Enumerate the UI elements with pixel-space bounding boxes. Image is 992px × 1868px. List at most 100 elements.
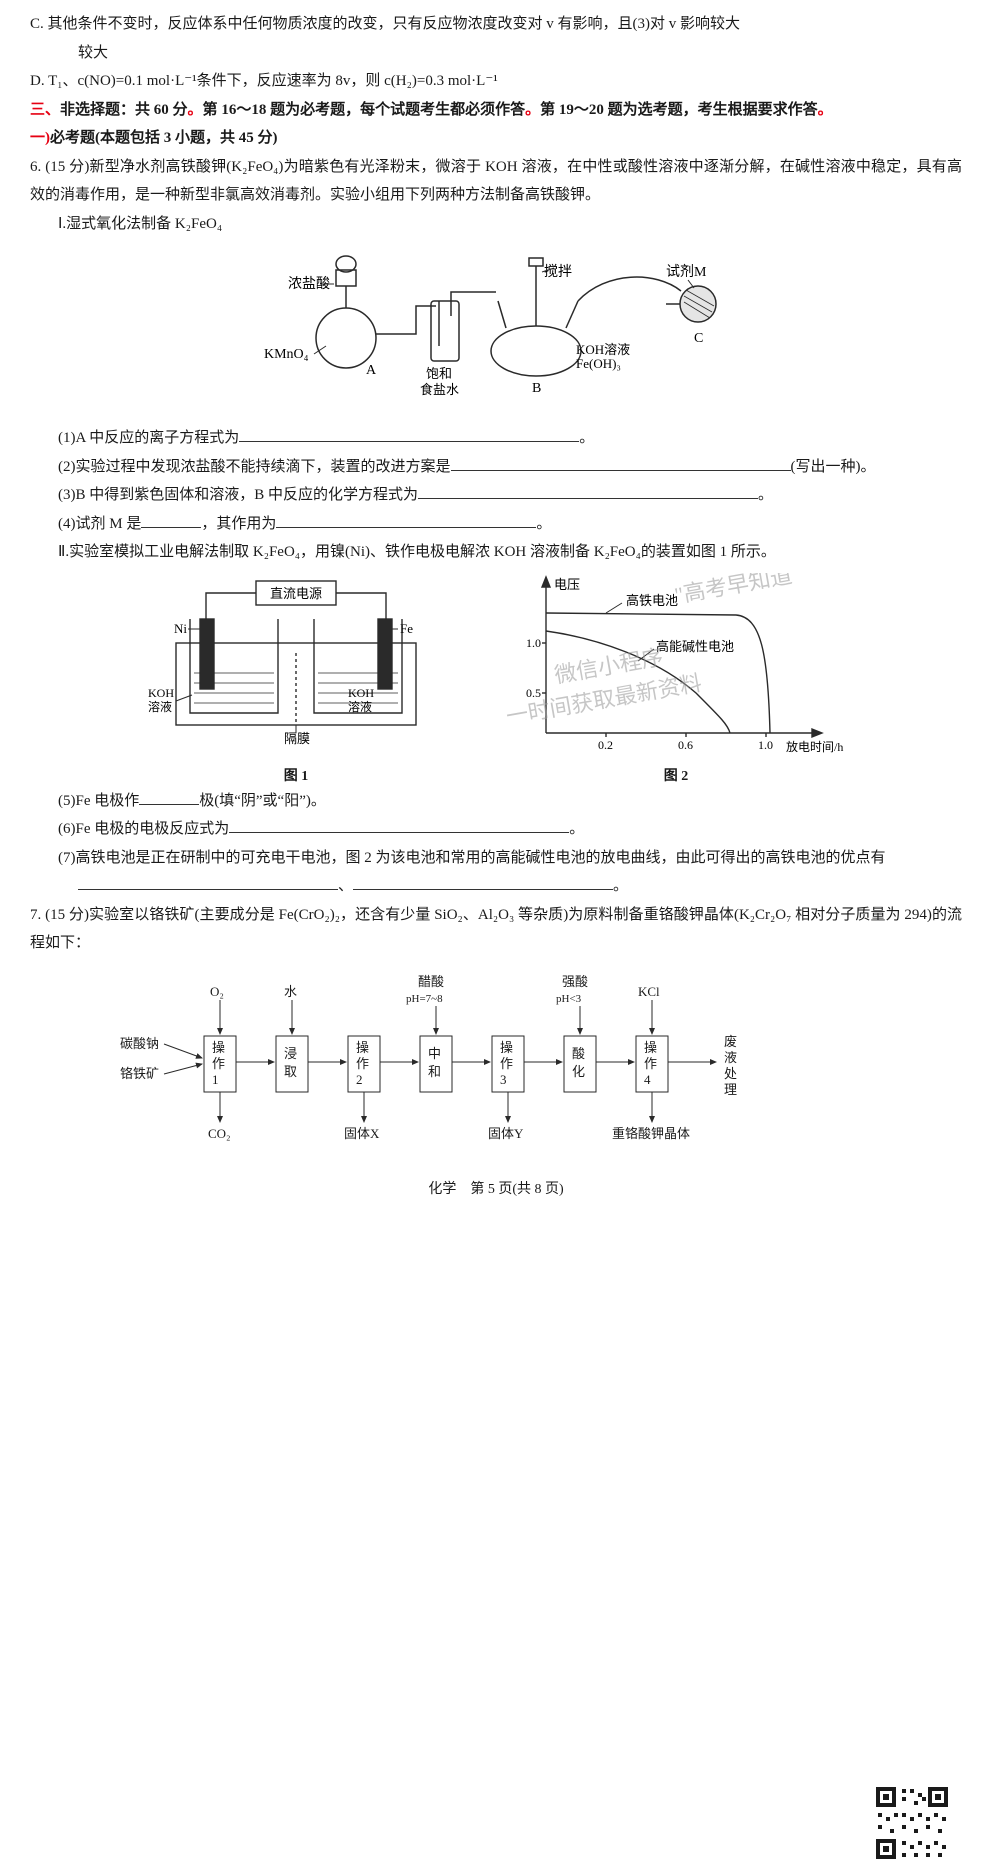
required-text: 必考题(本题包括 3 小题，共 45 分) — [50, 130, 278, 146]
svg-text:1: 1 — [212, 1072, 219, 1087]
lbl-b: B — [532, 381, 541, 396]
lbl-kmno4: KMnO₄ — [264, 347, 309, 362]
lbl-a: A — [366, 363, 377, 378]
lbl-line1: 高铁电池 — [626, 593, 678, 608]
svg-text:中: 中 — [428, 1046, 441, 1061]
section-3-header: 三、非选择题：共 60 分。第 16～18 题为必考题，每个试题考生都必须作答。… — [30, 96, 962, 125]
option-d-text: T₁、c(NO)=0.1 mol·L⁻¹条件下，反应速率为 8v，则 c(H₂)… — [48, 73, 498, 89]
q16-part1-title: Ⅰ.湿式氧化法制备 K₂FeO₄ — [30, 210, 962, 239]
svg-text:作: 作 — [212, 1056, 225, 1071]
svg-text:液: 液 — [724, 1050, 737, 1065]
lbl-m: 试剂M — [666, 264, 707, 280]
svg-text:操: 操 — [212, 1040, 225, 1055]
figure-flow: 碳酸钠 铬铁矿 操作1 O₂ CO₂ 浸取 水 — [30, 966, 962, 1156]
lbl-koh-l-2: 溶液 — [148, 699, 172, 714]
option-d: D. T₁、c(NO)=0.1 mol·L⁻¹条件下，反应速率为 8v，则 c(… — [30, 67, 962, 96]
lbl-ni: Ni — [174, 621, 187, 636]
ytick-1: 1.0 — [526, 636, 541, 650]
flow-x: 固体X — [344, 1126, 380, 1141]
exam-page: C. 其他条件不变时，反应体系中任何物质浓度的改变，只有反应物浓度改变对 v 有… — [0, 0, 992, 1538]
watermark-3: 第一时间获取最新资料 — [506, 670, 704, 733]
watermark-1: "高考早知道" — [673, 573, 803, 608]
option-c: C. 其他条件不变时，反应体系中任何物质浓度的改变，只有反应物浓度改变对 v 有… — [30, 10, 962, 39]
svg-text:操: 操 — [356, 1040, 369, 1055]
q17-pts: (15 分) — [45, 907, 89, 923]
fig1-caption: 图 1 — [146, 765, 446, 785]
flow-o2: O₂ — [210, 984, 224, 999]
lbl-membrane: 隔膜 — [284, 731, 310, 746]
lbl-nacl-2: 食盐水 — [420, 382, 459, 397]
q17: 7. (15 分)实验室以铬铁矿(主要成分是 Fe(CrO₂)₂，还含有少量 S… — [30, 901, 962, 958]
svg-text:操: 操 — [644, 1040, 657, 1055]
lbl-stir: 搅拌 — [544, 264, 572, 280]
fig2-caption: 图 2 — [506, 765, 846, 785]
svg-text:作: 作 — [500, 1056, 513, 1071]
q16-sub7: (7)高铁电池是正在研制中的可充电干电池，图 2 为该电池和常用的高能碱性电池的… — [30, 844, 962, 873]
lbl-koh-r-2: 溶液 — [348, 699, 372, 714]
svg-text:废: 废 — [724, 1034, 737, 1049]
flow-kcl: KCl — [638, 984, 660, 999]
svg-text:浸: 浸 — [284, 1046, 297, 1061]
flow-y: 固体Y — [488, 1126, 524, 1141]
svg-text:和: 和 — [428, 1064, 441, 1079]
q16-sub6: (6)Fe 电极的电极反应式为。 — [30, 815, 962, 844]
lbl-power: 直流电源 — [270, 586, 322, 601]
q16-sub1: (1)A 中反应的离子方程式为。 — [30, 424, 962, 453]
q17-num: 7. — [30, 907, 41, 923]
q16-sub7-cont: 、。 — [30, 872, 962, 901]
figure-2: 电压 放电时间/h 1.0 0.5 0.2 0.6 1.0 高铁电池 高能碱性电… — [506, 573, 846, 785]
page-footer: 化学 第 5 页(共 8 页) — [30, 1178, 962, 1198]
figure-apparatus: 浓盐酸 KMnO₄ A 饱和 食盐水 搅拌 KOH溶液 Fe(OH)₃ B 试剂… — [30, 246, 962, 416]
lbl-fe: Fe — [400, 621, 413, 636]
required-prefix: 一) — [30, 130, 50, 146]
figure-row: 直流电源 Ni Fe KOH 溶液 KOH 溶液 隔膜 图 1 — [30, 573, 962, 785]
section-3-prefix: 三、 — [30, 102, 60, 118]
option-c-cont: 较大 — [30, 39, 962, 68]
svg-text:取: 取 — [284, 1064, 297, 1079]
flow-product: 重铬酸钾晶体 — [612, 1126, 690, 1141]
lbl-c: C — [694, 331, 703, 346]
flow-ph2: pH<3 — [556, 993, 582, 1005]
q16-sub4: (4)试剂 M 是，其作用为。 — [30, 510, 962, 539]
svg-text:理: 理 — [724, 1082, 737, 1097]
option-c-label: C. — [30, 16, 44, 32]
q16-sub5: (5)Fe 电极作极(填“阴”或“阳”)。 — [30, 787, 962, 816]
xtick-3: 1.0 — [758, 738, 773, 752]
flow-water: 水 — [284, 984, 297, 999]
flow-in1: 碳酸钠 — [120, 1036, 159, 1051]
lbl-koh-l-1: KOH — [148, 686, 174, 700]
flow-strong: 强酸 — [562, 974, 588, 989]
lbl-feoh3: Fe(OH)₃ — [576, 356, 621, 371]
lbl-nacl-1: 饱和 — [426, 366, 452, 381]
xtick-1: 0.2 — [598, 738, 613, 752]
q16-pts: (15 分) — [45, 159, 89, 175]
flow-acetic: 醋酸 — [418, 974, 444, 989]
svg-text:4: 4 — [644, 1072, 651, 1087]
xtick-2: 0.6 — [678, 738, 693, 752]
lbl-line2: 高能碱性电池 — [656, 639, 734, 654]
svg-text:3: 3 — [500, 1072, 507, 1087]
svg-text:化: 化 — [572, 1064, 585, 1079]
section-3-a: 非选择题：共 60 分 — [60, 102, 188, 118]
q17-text: 实验室以铬铁矿(主要成分是 Fe(CrO₂)₂，还含有少量 SiO₂、Al₂O₃… — [30, 907, 962, 952]
required-header: 一)必考题(本题包括 3 小题，共 45 分) — [30, 124, 962, 153]
lbl-koh: KOH溶液 — [576, 342, 630, 357]
qr-code-icon — [872, 1783, 952, 1868]
q16-num: 6. — [30, 159, 41, 175]
figure-1: 直流电源 Ni Fe KOH 溶液 KOH 溶液 隔膜 图 1 — [146, 573, 446, 785]
svg-text:作: 作 — [644, 1056, 657, 1071]
lbl-koh-r-1: KOH — [348, 686, 374, 700]
option-c-text: 其他条件不变时，反应体系中任何物质浓度的改变，只有反应物浓度改变对 v 有影响，… — [48, 16, 741, 32]
lbl-y-axis: 电压 — [554, 577, 580, 592]
q16: 6. (15 分)新型净水剂高铁酸钾(K₂FeO₄)为暗紫色有光泽粉末，微溶于 … — [30, 153, 962, 210]
flow-co2: CO₂ — [208, 1126, 231, 1141]
svg-text:操: 操 — [500, 1040, 513, 1055]
flow-in2: 铬铁矿 — [120, 1066, 159, 1081]
svg-text:作: 作 — [356, 1056, 369, 1071]
option-d-label: D. — [30, 73, 45, 89]
lbl-x-axis: 放电时间/h — [786, 739, 843, 754]
svg-text:处: 处 — [724, 1066, 737, 1081]
q16-sub2: (2)实验过程中发现浓盐酸不能持续滴下，装置的改进方案是(写出一种)。 — [30, 453, 962, 482]
svg-text:2: 2 — [356, 1072, 363, 1087]
section-3-b: 第 16～18 题为必考题，每个试题考生都必须作答。第 19～20 题为选考题，… — [203, 102, 833, 118]
